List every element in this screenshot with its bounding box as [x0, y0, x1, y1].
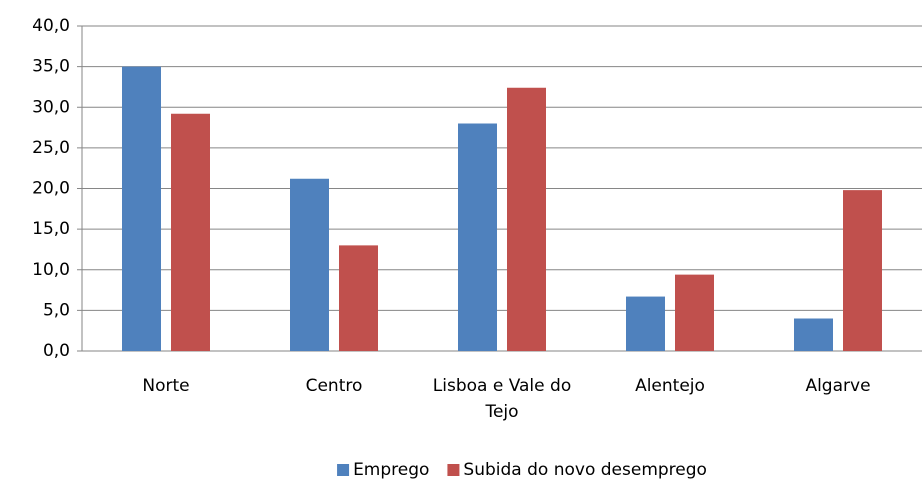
bar [675, 274, 714, 351]
y-tick-label: 10,0 [32, 260, 70, 280]
bar [626, 296, 665, 351]
x-tick-label: Algarve [805, 376, 871, 396]
legend-swatch [337, 464, 350, 476]
legend-swatch [447, 464, 460, 476]
bar [843, 190, 882, 351]
y-tick-label: 0,0 [43, 341, 70, 361]
y-tick-label: 35,0 [32, 57, 70, 77]
bar [171, 113, 210, 351]
legend-label: Subida do novo desemprego [463, 460, 707, 480]
x-tick-label: Centro [305, 376, 363, 396]
y-tick-label: 40,0 [32, 16, 70, 36]
x-tick-label: Alentejo [635, 376, 705, 396]
bar [290, 178, 329, 351]
y-tick-label: 30,0 [32, 97, 70, 117]
bar [507, 87, 546, 351]
y-tick-label: 20,0 [32, 179, 70, 199]
x-tick-label: Norte [142, 376, 190, 396]
bar [458, 123, 497, 351]
y-tick-label: 25,0 [32, 138, 70, 158]
x-tick-label: Lisboa e Vale do Tejo [432, 376, 572, 422]
y-tick-label: 15,0 [32, 219, 70, 239]
y-tick-label: 5,0 [43, 300, 70, 320]
bar [122, 66, 161, 351]
legend-label: Emprego [353, 460, 429, 480]
bar [339, 245, 378, 351]
bar [794, 318, 833, 351]
